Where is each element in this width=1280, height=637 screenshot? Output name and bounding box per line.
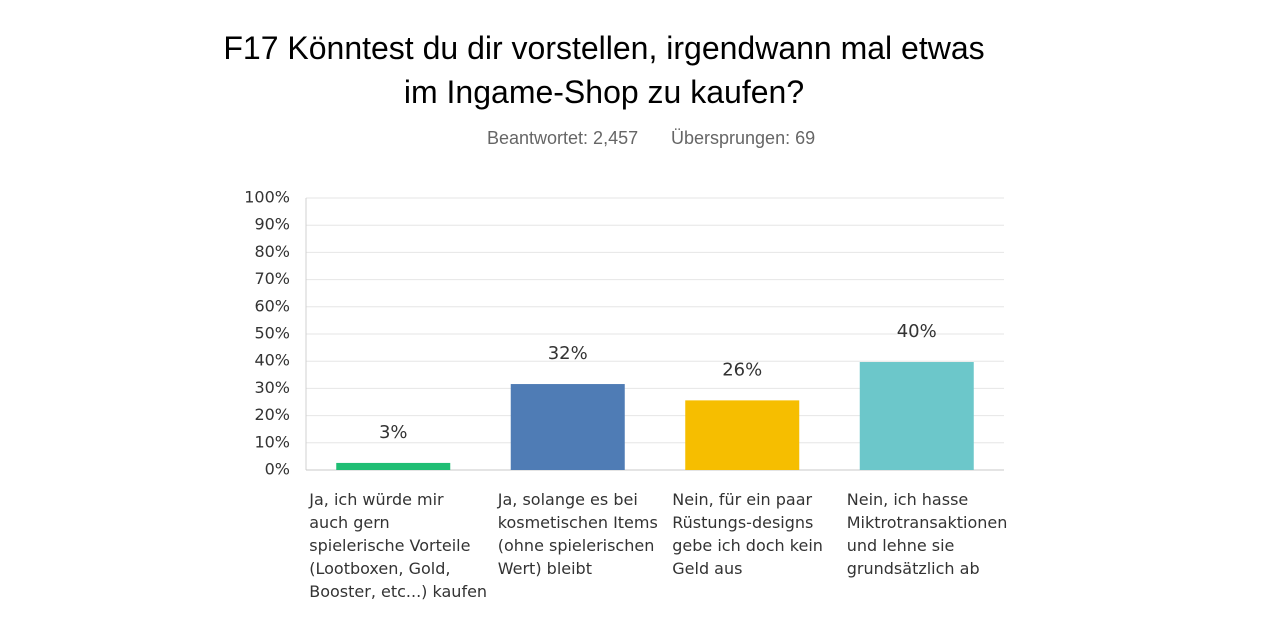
y-tick-label: 40%	[254, 351, 290, 370]
y-tick-label: 10%	[254, 432, 290, 451]
y-tick-label: 70%	[254, 269, 290, 288]
bar	[510, 384, 625, 470]
y-tick-label: 30%	[254, 378, 290, 397]
bar	[685, 400, 800, 470]
x-tick-label: Nein, ich hasse Miktrotransaktionen und …	[846, 490, 1008, 578]
y-tick-label: 20%	[254, 405, 290, 424]
bar	[859, 362, 974, 470]
y-tick-label: 0%	[265, 460, 290, 479]
y-tick-label: 100%	[244, 188, 290, 207]
value-label: 26%	[722, 359, 762, 380]
chart-title: F17 Könntest du dir vorstellen, irgendwa…	[223, 30, 985, 110]
skipped-count: Übersprungen: 69	[671, 128, 816, 148]
x-tick-label: Ja, ich würde mir auch gern spielerische…	[309, 490, 488, 601]
y-tick-label: 80%	[254, 242, 290, 261]
value-label: 32%	[548, 343, 588, 364]
y-tick-label: 50%	[254, 324, 290, 343]
y-tick-label: 60%	[254, 296, 290, 315]
value-label: 40%	[897, 321, 937, 342]
x-tick-label: Nein, für ein paar Rüstungs-designs gebe…	[672, 490, 823, 578]
answered-count: Beantwortet: 2,457	[487, 128, 639, 148]
value-label: 3%	[379, 422, 408, 443]
bar	[336, 462, 451, 470]
y-tick-label: 90%	[254, 215, 290, 234]
x-tick-label: Ja, solange es bei kosmetischen Items (o…	[497, 490, 658, 578]
